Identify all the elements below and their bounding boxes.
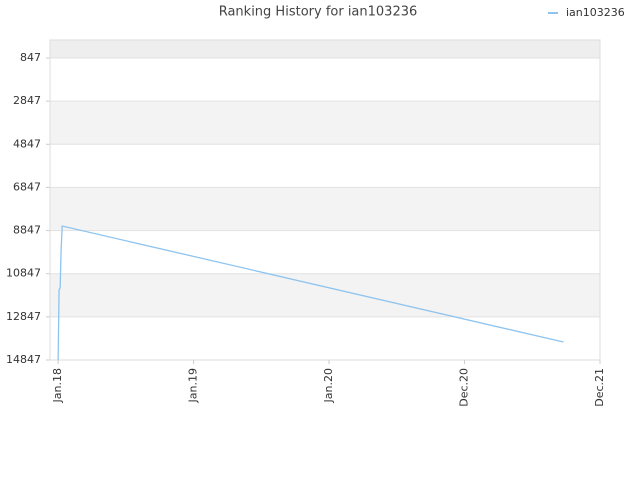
chart-title: Ranking History for ian103236 [219, 5, 418, 20]
grid-band [50, 187, 600, 231]
y-tick-label: 10847 [6, 267, 41, 280]
y-tick-label: 8847 [13, 224, 41, 237]
y-tick-label: 14847 [6, 353, 41, 366]
x-tick-label: Jan.19 [187, 368, 200, 403]
y-tick-label: 2847 [13, 94, 41, 107]
x-tick-label: Dec.20 [458, 368, 471, 407]
y-tick-label: 6847 [13, 180, 41, 193]
x-tick-label: Jan.20 [322, 368, 335, 403]
x-tick-label: Jan.18 [51, 368, 64, 403]
plot-frame [49, 39, 601, 361]
y-tick-label: 12847 [6, 310, 41, 323]
grid-band [50, 273, 600, 317]
y-tick-label: 4847 [13, 137, 41, 150]
x-tick-label: Dec.21 [593, 368, 606, 407]
legend-label: ian103236 [566, 6, 625, 19]
line-series [57, 225, 564, 361]
y-tick-label: 847 [20, 51, 41, 64]
grid-band [50, 40, 600, 59]
grid-band [50, 101, 600, 145]
